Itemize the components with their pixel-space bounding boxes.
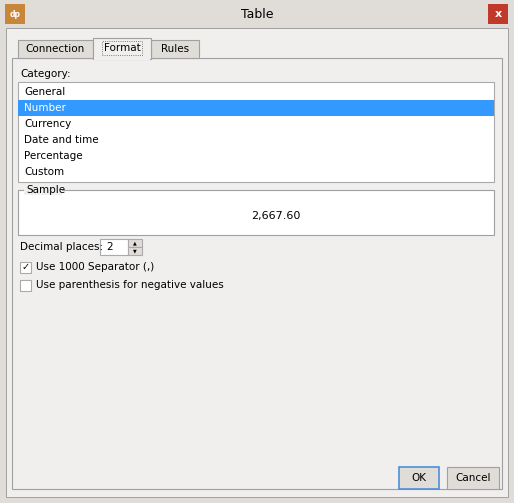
Text: Number: Number [24, 103, 66, 113]
Bar [399, 467, 439, 489]
Text: Category:: Category: [20, 69, 70, 79]
Bar [20, 280, 31, 291]
Text: ▼: ▼ [133, 248, 137, 254]
Text: Percentage: Percentage [24, 151, 83, 161]
Text: 2: 2 [106, 242, 113, 252]
Text: Decimal places:: Decimal places: [20, 242, 103, 252]
Text: Currency: Currency [24, 119, 71, 129]
Text: Use parenthesis for negative values: Use parenthesis for negative values [36, 280, 224, 290]
Text: Sample: Sample [26, 185, 65, 195]
Bar [18, 40, 93, 58]
Text: Date and time: Date and time [24, 135, 99, 145]
Bar [128, 247, 142, 255]
Bar [93, 38, 151, 59]
Text: Rules: Rules [161, 44, 189, 54]
Bar [18, 190, 494, 235]
Text: General: General [24, 87, 65, 97]
Bar [24, 185, 62, 195]
Text: ✓: ✓ [22, 262, 30, 272]
Bar [100, 239, 128, 255]
Text: Custom: Custom [24, 167, 64, 177]
Text: dp: dp [9, 10, 21, 19]
Text: Connection: Connection [26, 44, 85, 54]
Bar [18, 100, 494, 116]
Bar [12, 58, 502, 489]
Bar [18, 82, 494, 182]
Text: OK: OK [412, 473, 427, 483]
Text: x: x [494, 9, 502, 19]
Text: Cancel: Cancel [455, 473, 491, 483]
Bar [20, 262, 31, 273]
Text: Table: Table [241, 8, 273, 21]
Bar [488, 4, 508, 24]
Bar [128, 239, 142, 247]
Bar [5, 4, 25, 24]
Bar [151, 40, 199, 58]
Bar [447, 467, 499, 489]
Text: ▲: ▲ [133, 240, 137, 245]
Text: Format: Format [104, 43, 140, 53]
Bar [94, 57, 150, 60]
Bar [0, 0, 514, 28]
Text: Use 1000 Separator (,): Use 1000 Separator (,) [36, 262, 154, 272]
Text: 2,667.60: 2,667.60 [251, 210, 301, 220]
